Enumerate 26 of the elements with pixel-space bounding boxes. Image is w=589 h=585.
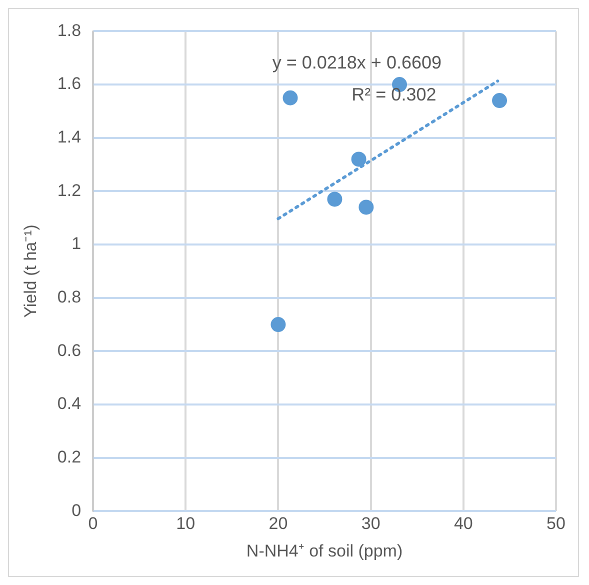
point [282, 90, 298, 106]
x-tick-label: 50 [546, 514, 566, 534]
y-tick-label: 1 [72, 234, 82, 254]
y-tick-label: 0.2 [57, 448, 82, 467]
x-tick-label: 40 [454, 514, 473, 534]
y-tick-label: 1.6 [57, 74, 82, 94]
y-tick-label: 1.2 [57, 180, 82, 200]
point [358, 200, 374, 215]
x-tick-label: 0 [88, 514, 98, 534]
point [327, 192, 342, 207]
x-tick-label: 20 [268, 514, 288, 534]
y-tick-label: 0.8 [57, 288, 82, 307]
point [270, 317, 286, 332]
point [351, 152, 366, 167]
y-tick-label: 0 [72, 500, 82, 520]
y-tick-label: 1.4 [57, 128, 82, 147]
y-tick-label: 1.8 [57, 20, 82, 40]
x-axis-title: N-NH4⁺ of soil (ppm) [246, 541, 403, 560]
annotation: y = 0.0218x + 0.6609 [272, 52, 442, 73]
y-tick-label: 0.4 [57, 394, 82, 414]
x-tick-label: 10 [176, 514, 196, 534]
y-tick-label: 0.6 [57, 340, 82, 360]
annotation: R² = 0.302 [352, 84, 436, 105]
y-axis-title: Yield (t ha⁻¹) [20, 224, 40, 318]
point [492, 93, 508, 108]
x-tick-label: 30 [361, 514, 380, 534]
